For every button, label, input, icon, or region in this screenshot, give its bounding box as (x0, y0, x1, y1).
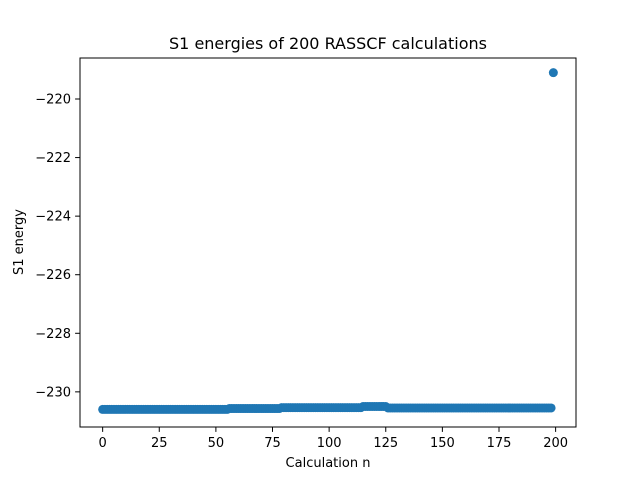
y-tick-label: −226 (35, 268, 71, 283)
y-tick-label: −230 (35, 385, 71, 400)
y-tick-label: −222 (35, 151, 71, 166)
y-axis-label: S1 energy (12, 209, 27, 275)
x-axis-label: Calculation n (286, 456, 371, 471)
chart-title: S1 energies of 200 RASSCF calculations (169, 34, 487, 53)
x-tick-label: 50 (208, 436, 225, 451)
x-axis: 0 25 50 75 100 125 150 175 200 (99, 427, 568, 451)
x-tick-label: 200 (543, 436, 568, 451)
y-tick-label: −220 (35, 93, 71, 108)
x-tick-label: 0 (99, 436, 107, 451)
y-tick-label: −228 (35, 327, 71, 342)
x-tick-label: 150 (430, 436, 455, 451)
x-tick-label: 25 (151, 436, 168, 451)
x-tick-label: 125 (373, 436, 398, 451)
y-tick-label: −224 (35, 210, 71, 225)
data-point (546, 403, 556, 413)
x-tick-label: 175 (487, 436, 512, 451)
x-tick-label: 100 (317, 436, 342, 451)
data-point (548, 68, 558, 78)
y-axis: −230 −228 −226 −224 −222 −220 (35, 93, 80, 400)
data-points (98, 68, 558, 414)
plot-area-frame (79, 57, 577, 428)
x-tick-label: 75 (264, 436, 281, 451)
